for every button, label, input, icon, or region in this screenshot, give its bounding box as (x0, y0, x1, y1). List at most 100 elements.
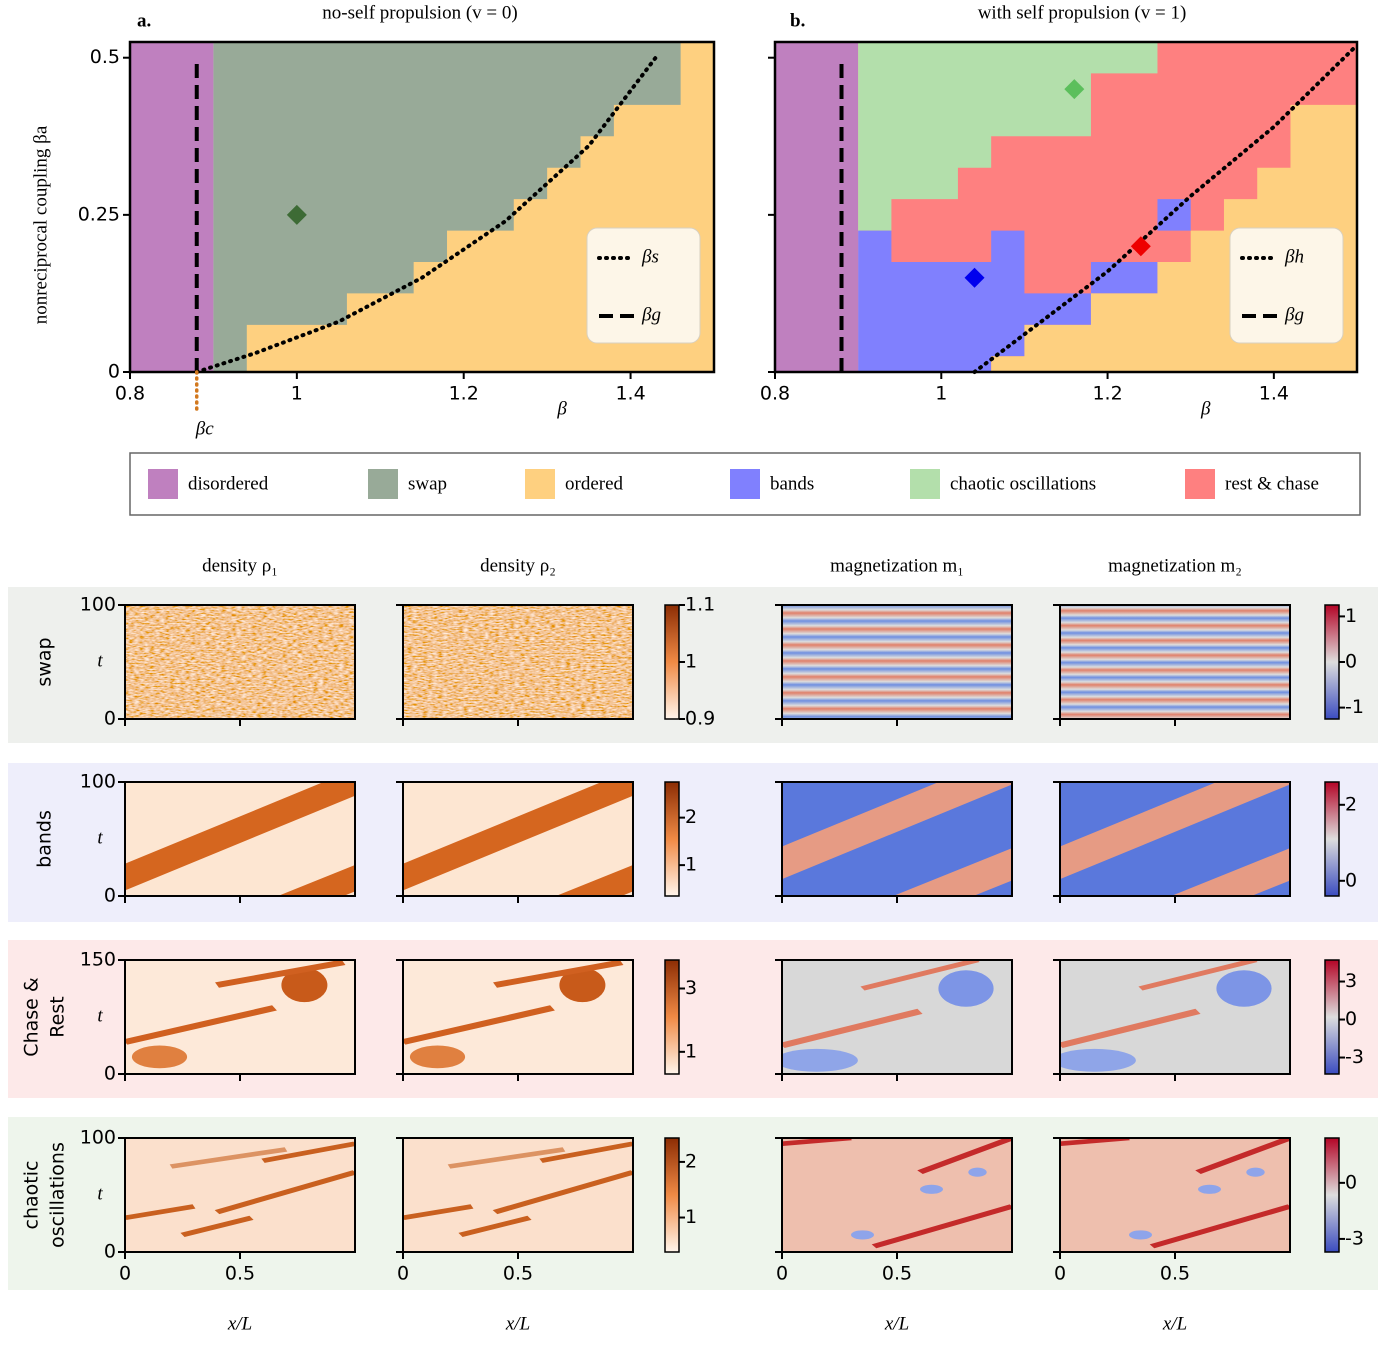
y-tick-label: 100 (80, 771, 116, 793)
heatmap-image (403, 960, 633, 1074)
x-tick-label: 1.2 (1092, 383, 1122, 405)
y-tick-label: 100 (80, 594, 116, 616)
plot-frame (128, 40, 716, 374)
marker (1064, 79, 1085, 100)
y-tick-label: 100 (80, 1127, 116, 1149)
colorbar-tick-label: 1 (685, 651, 697, 673)
legend-swatch (525, 469, 555, 499)
legend-label: ordered (565, 473, 624, 494)
critical-label: βc (195, 418, 214, 439)
y-tick-label: 0.5 (90, 46, 120, 68)
heatmap-image (1060, 605, 1290, 719)
y-axis-label: t (97, 827, 103, 848)
legend-label: βg (1284, 304, 1304, 325)
legend-box (586, 227, 701, 344)
row-label: chaotic (21, 1161, 43, 1230)
colorbar-tick-label: 3 (685, 977, 697, 999)
phase-region (858, 230, 1091, 372)
x-tick-label: 1 (291, 383, 303, 405)
colorbar-tick-label: -1 (1345, 696, 1364, 718)
y-tick-label: 150 (80, 949, 116, 971)
y-axis-label: t (97, 1183, 103, 1204)
colorbar-tick-label: 3 (1345, 970, 1357, 992)
heatmap-image (775, 960, 1012, 1074)
heatmap-image (403, 1138, 633, 1252)
marker (964, 267, 985, 288)
y-axis-label: t (97, 1005, 103, 1026)
column-title: density ρ₁ (202, 555, 278, 576)
legend-label: βh (1284, 246, 1304, 267)
heatmap-image (782, 605, 1012, 719)
y-tick-label: 0.25 (78, 203, 120, 225)
row-label: Chase & (21, 977, 43, 1057)
colorbar-tick-label: -3 (1345, 1046, 1364, 1068)
heatmap-image (125, 605, 355, 719)
x-tick-label: 1.2 (449, 383, 479, 405)
colorbar (1324, 781, 1340, 897)
colorbar-tick-label: 0.9 (685, 708, 715, 730)
colorbar (1324, 959, 1340, 1075)
legend-swatch (910, 469, 940, 499)
phase-region (1157, 199, 1191, 231)
colorbar-tick-label: 1 (685, 854, 697, 876)
x-tick-label: 0.5 (503, 1263, 533, 1285)
row-label: oscillations (47, 1142, 69, 1248)
row-label: Rest (47, 996, 69, 1037)
marker (1130, 236, 1151, 257)
x-axis-label: β (556, 398, 567, 419)
colorbar-tick-label: 0 (1345, 1008, 1357, 1030)
x-tick-label: 0.5 (225, 1263, 255, 1285)
heatmap-image (403, 605, 633, 719)
colorbar-tick-label: 2 (1345, 793, 1357, 815)
x-tick-label: 0 (776, 1263, 788, 1285)
colorbar-tick-label: 0 (1345, 1171, 1357, 1193)
colorbar (664, 1137, 680, 1253)
colorbar (664, 959, 680, 1075)
colorbar-tick-label: -3 (1345, 1227, 1364, 1249)
legend-swatch (730, 469, 760, 499)
legend-label: βs (641, 246, 659, 267)
x-tick-label: 0 (119, 1263, 131, 1285)
x-axis-label: x/L (884, 1313, 909, 1334)
colorbar-tick-label: 2 (685, 1150, 697, 1172)
phase-region (775, 42, 859, 372)
colorbar-tick-label: 2 (685, 806, 697, 828)
panel-letter: a. (137, 10, 151, 31)
phase-region (130, 42, 214, 372)
row-label: swap (34, 637, 56, 686)
column-title: density ρ₂ (480, 555, 556, 576)
legend-label: βg (641, 304, 661, 325)
x-axis-label: x/L (227, 1313, 252, 1334)
column-title: magnetization m₂ (1108, 555, 1242, 576)
colorbar (664, 604, 680, 720)
legend-label: bands (770, 473, 814, 494)
x-tick-label: 0.5 (1160, 1263, 1190, 1285)
y-tick-label: 0 (108, 361, 120, 383)
x-tick-label: 0.5 (882, 1263, 912, 1285)
y-tick-label: 0 (104, 1241, 116, 1263)
x-tick-label: 0 (1054, 1263, 1066, 1285)
legend-label: disordered (188, 473, 269, 494)
heatmap-image (125, 960, 355, 1074)
colorbar-tick-label: 1.1 (685, 594, 715, 616)
x-tick-label: 0 (397, 1263, 409, 1285)
panel-title: with self propulsion (v = 1) (978, 2, 1187, 23)
y-axis-label: nonreciprocal coupling βa (30, 125, 51, 324)
x-tick-label: 1.4 (1259, 383, 1289, 405)
legend-swatch (1185, 469, 1215, 499)
y-tick-label: 0 (104, 885, 116, 907)
legend-label: rest & chase (1225, 473, 1319, 494)
phase-region (1090, 262, 1158, 294)
column-title: magnetization m₁ (830, 555, 964, 576)
colorbar-tick-label: 0 (1345, 651, 1357, 673)
heatmap-image (1060, 1138, 1290, 1252)
legend-swatch (368, 469, 398, 499)
legend-label: chaotic oscillations (950, 473, 1096, 494)
heatmap-image (125, 1138, 355, 1252)
x-axis-label: β (1200, 398, 1211, 419)
legend-swatch (148, 469, 178, 499)
boundary-line (972, 43, 1359, 374)
legend-label: swap (408, 473, 447, 494)
colorbar (1324, 1137, 1340, 1253)
x-axis-label: x/L (1162, 1313, 1187, 1334)
